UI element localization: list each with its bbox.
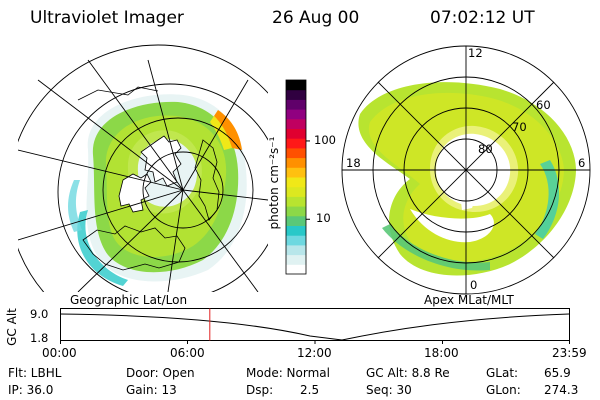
geographic-map-label: Geographic Lat/Lon bbox=[70, 293, 188, 307]
colorbar-segment bbox=[286, 225, 306, 236]
colorbar-tick-label-100: 100 bbox=[314, 132, 336, 147]
status-seq: Seq: 30 bbox=[366, 383, 412, 397]
colorbar-segment bbox=[286, 264, 306, 275]
colorbar-segment bbox=[286, 138, 306, 149]
mlt-label-6: 6 bbox=[578, 156, 586, 170]
status-dsp-label: Dsp: bbox=[246, 383, 274, 397]
colorbar-segment bbox=[286, 147, 306, 159]
arctic-islands-outline bbox=[118, 173, 152, 213]
status-gc-alt: GC Alt: 8.8 Re bbox=[366, 366, 450, 380]
mlt-label-0: 0 bbox=[470, 278, 478, 292]
colorbar-segment bbox=[286, 244, 306, 256]
oval-gap bbox=[410, 209, 494, 243]
colorbar-segment bbox=[286, 157, 306, 168]
colorbar-segment bbox=[286, 186, 306, 197]
continent-outline bbox=[82, 225, 186, 271]
colorbar-segment bbox=[286, 89, 306, 100]
colorbar bbox=[285, 79, 310, 275]
time-tick-1800: 18:00 bbox=[424, 346, 459, 360]
magnetic-polar-map bbox=[341, 45, 591, 295]
bright-spot bbox=[214, 110, 242, 150]
time-tick-2359: 23:59 bbox=[552, 346, 587, 360]
colorbar-segment bbox=[286, 196, 306, 207]
status-glat-value: 65.9 bbox=[544, 366, 571, 380]
mlat-label-70: 70 bbox=[512, 120, 527, 134]
colorbar-segment bbox=[286, 99, 306, 110]
status-dsp-value: 2.5 bbox=[300, 383, 320, 397]
geographic-map bbox=[18, 44, 268, 292]
status-ip: IP: 36.0 bbox=[8, 383, 54, 397]
status-glon-label: GLon: bbox=[486, 383, 521, 397]
time-tick-1200: 12:00 bbox=[297, 346, 332, 360]
colorbar-segment bbox=[286, 177, 306, 188]
latlon-grid bbox=[18, 44, 268, 292]
magnetic-map-label: Apex MLat/MLT bbox=[424, 293, 514, 307]
colorbar-segment bbox=[286, 215, 306, 226]
altitude-tick-label-low: 1.8 bbox=[30, 331, 49, 345]
status-gain: Gain: 13 bbox=[126, 383, 177, 397]
status-glon-value: 274.3 bbox=[544, 383, 579, 397]
altitude-plot bbox=[60, 308, 570, 344]
altitude-axis-label: GC Alt bbox=[5, 308, 19, 346]
altitude-tick-label-high: 9.0 bbox=[30, 307, 49, 321]
colorbar-tick-label-10: 10 bbox=[316, 211, 331, 226]
mlat-label-60: 60 bbox=[536, 98, 551, 112]
colorbar-segment bbox=[286, 80, 306, 91]
mlt-label-18: 18 bbox=[346, 156, 361, 170]
colorbar-segment bbox=[286, 128, 306, 139]
colorbar-segment bbox=[286, 254, 306, 265]
instrument-title: Ultraviolet Imager bbox=[30, 8, 184, 28]
mlt-label-12: 12 bbox=[468, 46, 483, 60]
observation-date: 26 Aug 00 bbox=[272, 8, 360, 28]
status-door: Door: Open bbox=[126, 366, 195, 380]
colorbar-segment bbox=[286, 118, 306, 129]
status-filter: Flt: LBHL bbox=[8, 366, 62, 380]
colorbar-segment bbox=[286, 206, 306, 217]
time-tick-0000: 00:00 bbox=[42, 346, 77, 360]
status-mode: Mode: Normal bbox=[246, 366, 330, 380]
scandinavia-outline bbox=[194, 139, 220, 221]
status-glat-label: GLat: bbox=[486, 366, 519, 380]
altitude-curve bbox=[60, 313, 570, 341]
mlat-grid bbox=[341, 45, 591, 295]
oval-emission-inner bbox=[105, 115, 227, 258]
colorbar-unit-label: photon cm⁻²s⁻¹ bbox=[267, 136, 281, 230]
colorbar-segment bbox=[286, 235, 306, 246]
time-tick-0600: 06:00 bbox=[170, 346, 205, 360]
colorbar-segment bbox=[286, 109, 306, 120]
colorbar-segment bbox=[286, 167, 306, 178]
mlat-label-80: 80 bbox=[478, 142, 493, 156]
observation-time: 07:02:12 UT bbox=[430, 8, 535, 28]
